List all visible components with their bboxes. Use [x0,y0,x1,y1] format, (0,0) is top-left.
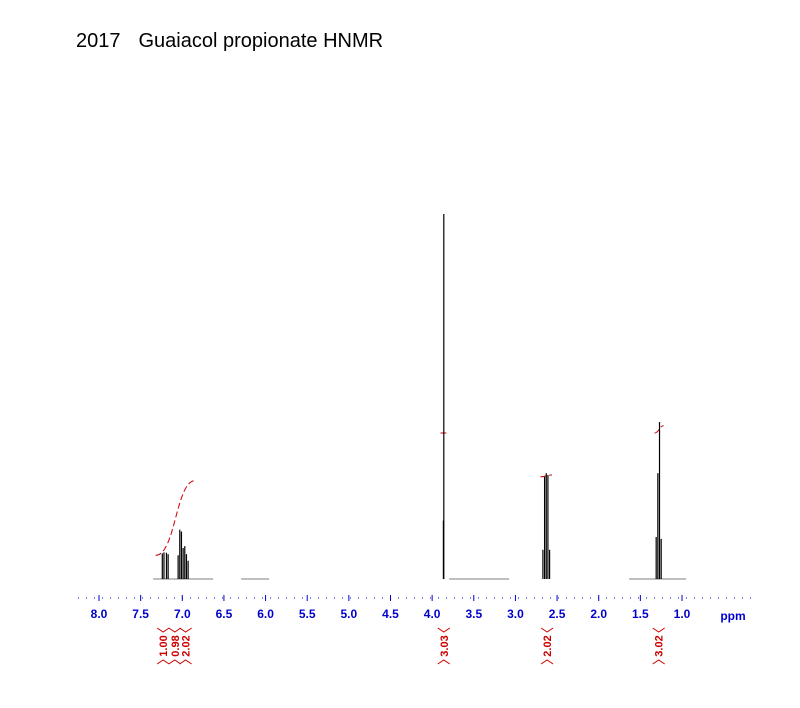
axis-tick-label: 6.0 [257,607,274,621]
axis-unit-label: ppm [720,609,745,623]
integral-value: 0.98 [170,635,182,656]
integral-bracket-top [179,627,192,633]
integral-bracket-bottom [156,659,170,665]
integral-value: 2.02 [542,635,554,656]
integral-bracket-bottom [168,659,182,665]
ppm-axis: 8.0 7.5 7.0 6.5 6.0 5.5 5.0 4.5 4.0 3.5 3.0 2.5 2.0 1… [78,595,752,623]
integral-bracket-top [156,627,170,633]
axis-tick-label: 7.0 [174,607,191,621]
integral-value: 3.02 [654,635,666,656]
integral-bracket-top [652,627,665,633]
integral-value: 2.02 [181,635,193,656]
axis-tick-label: 5.0 [341,607,358,621]
axis-tick-label: 4.5 [382,607,399,621]
axis-tick-label: 1.0 [674,607,691,621]
integral-bracket-bottom [540,659,554,665]
chart-title: Guaiacol propionate HNMR [138,30,384,52]
axis-tick-label: 2.5 [549,607,566,621]
axis-tick-label: 8.0 [91,607,108,621]
integral-bracket-bottom [437,659,451,665]
integral-value: 1.00 [158,635,170,656]
axis-tick-label: 3.5 [465,607,482,621]
page-title: 2017 Guaiacol propionate HNMR [76,30,383,53]
sample-id: 2017 [76,30,121,52]
integral-bracket-top [168,627,182,633]
integral-bracket-bottom [179,659,192,665]
integral-bracket-bottom [652,659,665,665]
integral-curve [654,425,664,434]
axis-tick-label: 6.5 [216,607,233,621]
axis-tick-label: 5.5 [299,607,316,621]
axis-tick-label: 2.0 [590,607,607,621]
integral-bracket-top [437,627,451,633]
integral-bracket-top [540,627,554,633]
axis-tick-label: 4.0 [424,607,441,621]
axis-tick-label: 3.0 [507,607,524,621]
integral-curve [155,479,196,556]
integral-value: 3.03 [439,635,451,656]
axis-tick-label: 7.5 [132,607,149,621]
spectrum-peaks [161,214,662,579]
integral-labels: 1.00 0.982.02 3.03 2.02 3.02 [156,627,666,665]
axis-tick-label: 1.5 [632,607,649,621]
integral-curves [155,425,664,556]
